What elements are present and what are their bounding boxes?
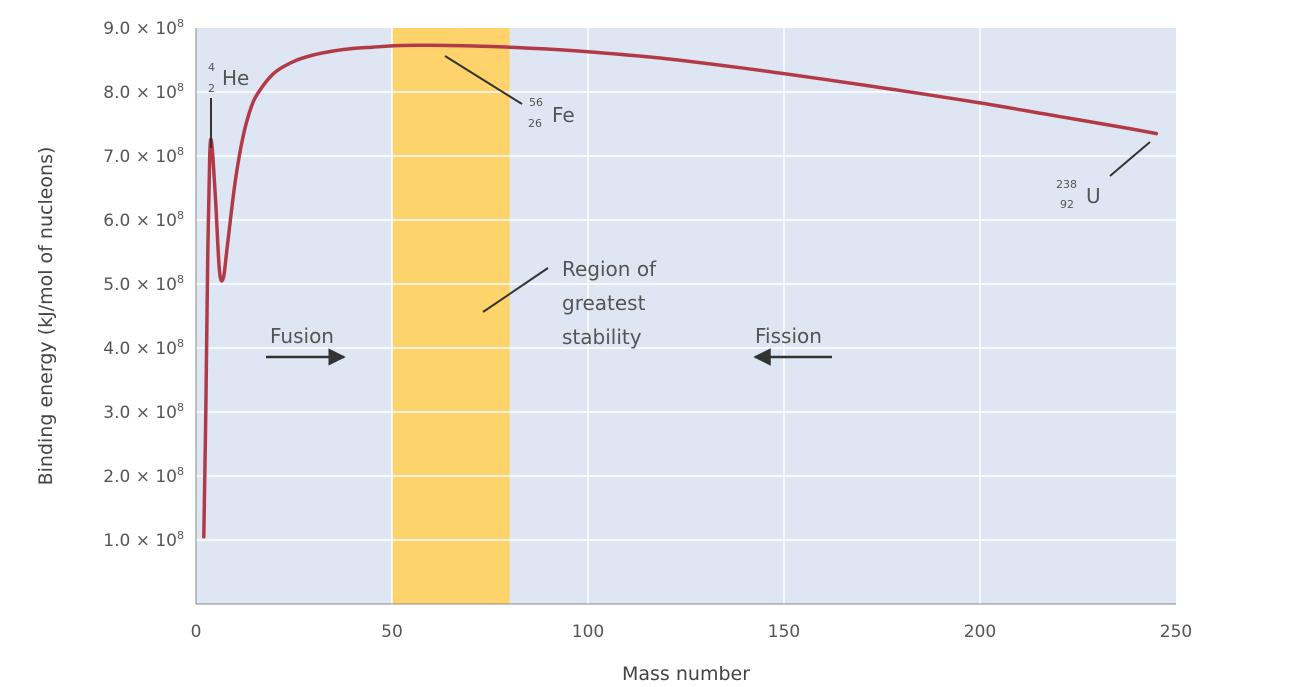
y-tick-label: 8.0 × 108 [103, 81, 184, 103]
curve-point [821, 77, 825, 81]
curve-point [241, 135, 245, 139]
u-symbol: U [1086, 184, 1101, 208]
curve-point [331, 49, 335, 53]
curve-point [414, 43, 418, 47]
y-tick-label: 3.0 × 108 [103, 401, 184, 423]
x-tick-label: 250 [1160, 622, 1192, 642]
curve-point [429, 43, 433, 47]
curve-point [233, 180, 237, 184]
stability-band [392, 28, 510, 604]
fe-pointer-line [444, 55, 523, 105]
curve-point [292, 59, 296, 63]
curve-point [204, 410, 208, 414]
curve-point [221, 276, 225, 280]
curve-point [272, 71, 276, 75]
u-pointer-line [1109, 141, 1151, 177]
curve-point [214, 199, 218, 203]
curve-point [1127, 126, 1131, 130]
y-tick-label: 7.0 × 108 [103, 145, 184, 167]
curve-point [351, 46, 355, 50]
curve-point [208, 154, 212, 158]
curve-point [370, 45, 374, 49]
curve-point [249, 106, 253, 110]
he-mass-number: 4 [208, 61, 215, 74]
curve-point [547, 47, 551, 51]
x-tick-label: 50 [381, 622, 403, 642]
y-tick-label: 1.0 × 108 [103, 529, 184, 551]
region-label-line-1: Region of [562, 257, 657, 281]
curve-point [202, 535, 206, 539]
curve-point [390, 44, 394, 48]
curve-point [468, 44, 472, 48]
curve-point [586, 50, 590, 54]
fe-atomic-number: 26 [528, 117, 542, 130]
region-label-line-3: stability [562, 325, 642, 349]
y-tick-label: 6.0 × 108 [103, 209, 184, 231]
y-tick-label: 9.0 × 108 [103, 17, 184, 39]
curve-point [312, 53, 316, 57]
x-tick-label: 0 [191, 622, 202, 642]
y-axis-label: Binding energy (kJ/mol of nucleons) [35, 147, 57, 486]
curve-point [978, 101, 982, 105]
binding-energy-curve [202, 43, 1159, 539]
fission-label: Fission [755, 324, 822, 348]
curve-point [257, 90, 261, 94]
x-tick-label: 200 [964, 622, 996, 642]
he-symbol: He [222, 66, 249, 90]
curve-point [206, 250, 210, 254]
curve-point [1056, 114, 1060, 118]
y-tick-labels: 1.0 × 108 2.0 × 108 3.0 × 108 4.0 × 108 5.0 … [103, 17, 184, 551]
y-tick-label: 5.0 × 108 [103, 273, 184, 295]
curve-point [900, 89, 904, 93]
x-tick-label: 150 [768, 622, 800, 642]
curve-point [225, 244, 229, 248]
curve-point [664, 57, 668, 61]
plot-area [196, 28, 1176, 604]
curve-point [508, 45, 512, 49]
y-tick-label: 4.0 × 108 [103, 337, 184, 359]
x-tick-label: 100 [572, 622, 604, 642]
curve-point [743, 66, 747, 70]
fe-mass-number: 56 [529, 96, 543, 109]
region-pointer-line [482, 267, 549, 313]
fe-symbol: Fe [552, 103, 575, 127]
y-tick-label: 2.0 × 108 [103, 465, 184, 487]
u-mass-number: 238 [1056, 178, 1077, 191]
region-label-line-2: greatest [562, 291, 646, 315]
x-tick-labels: 0 50 100 150 200 250 [191, 622, 1193, 642]
gridlines [196, 28, 1176, 604]
fusion-label: Fusion [270, 324, 334, 348]
he-atomic-number: 2 [208, 82, 215, 95]
curve-point [218, 269, 222, 273]
u-atomic-number: 92 [1060, 198, 1074, 211]
curve-point [1154, 132, 1158, 136]
x-axis-label: Mass number [622, 663, 750, 685]
